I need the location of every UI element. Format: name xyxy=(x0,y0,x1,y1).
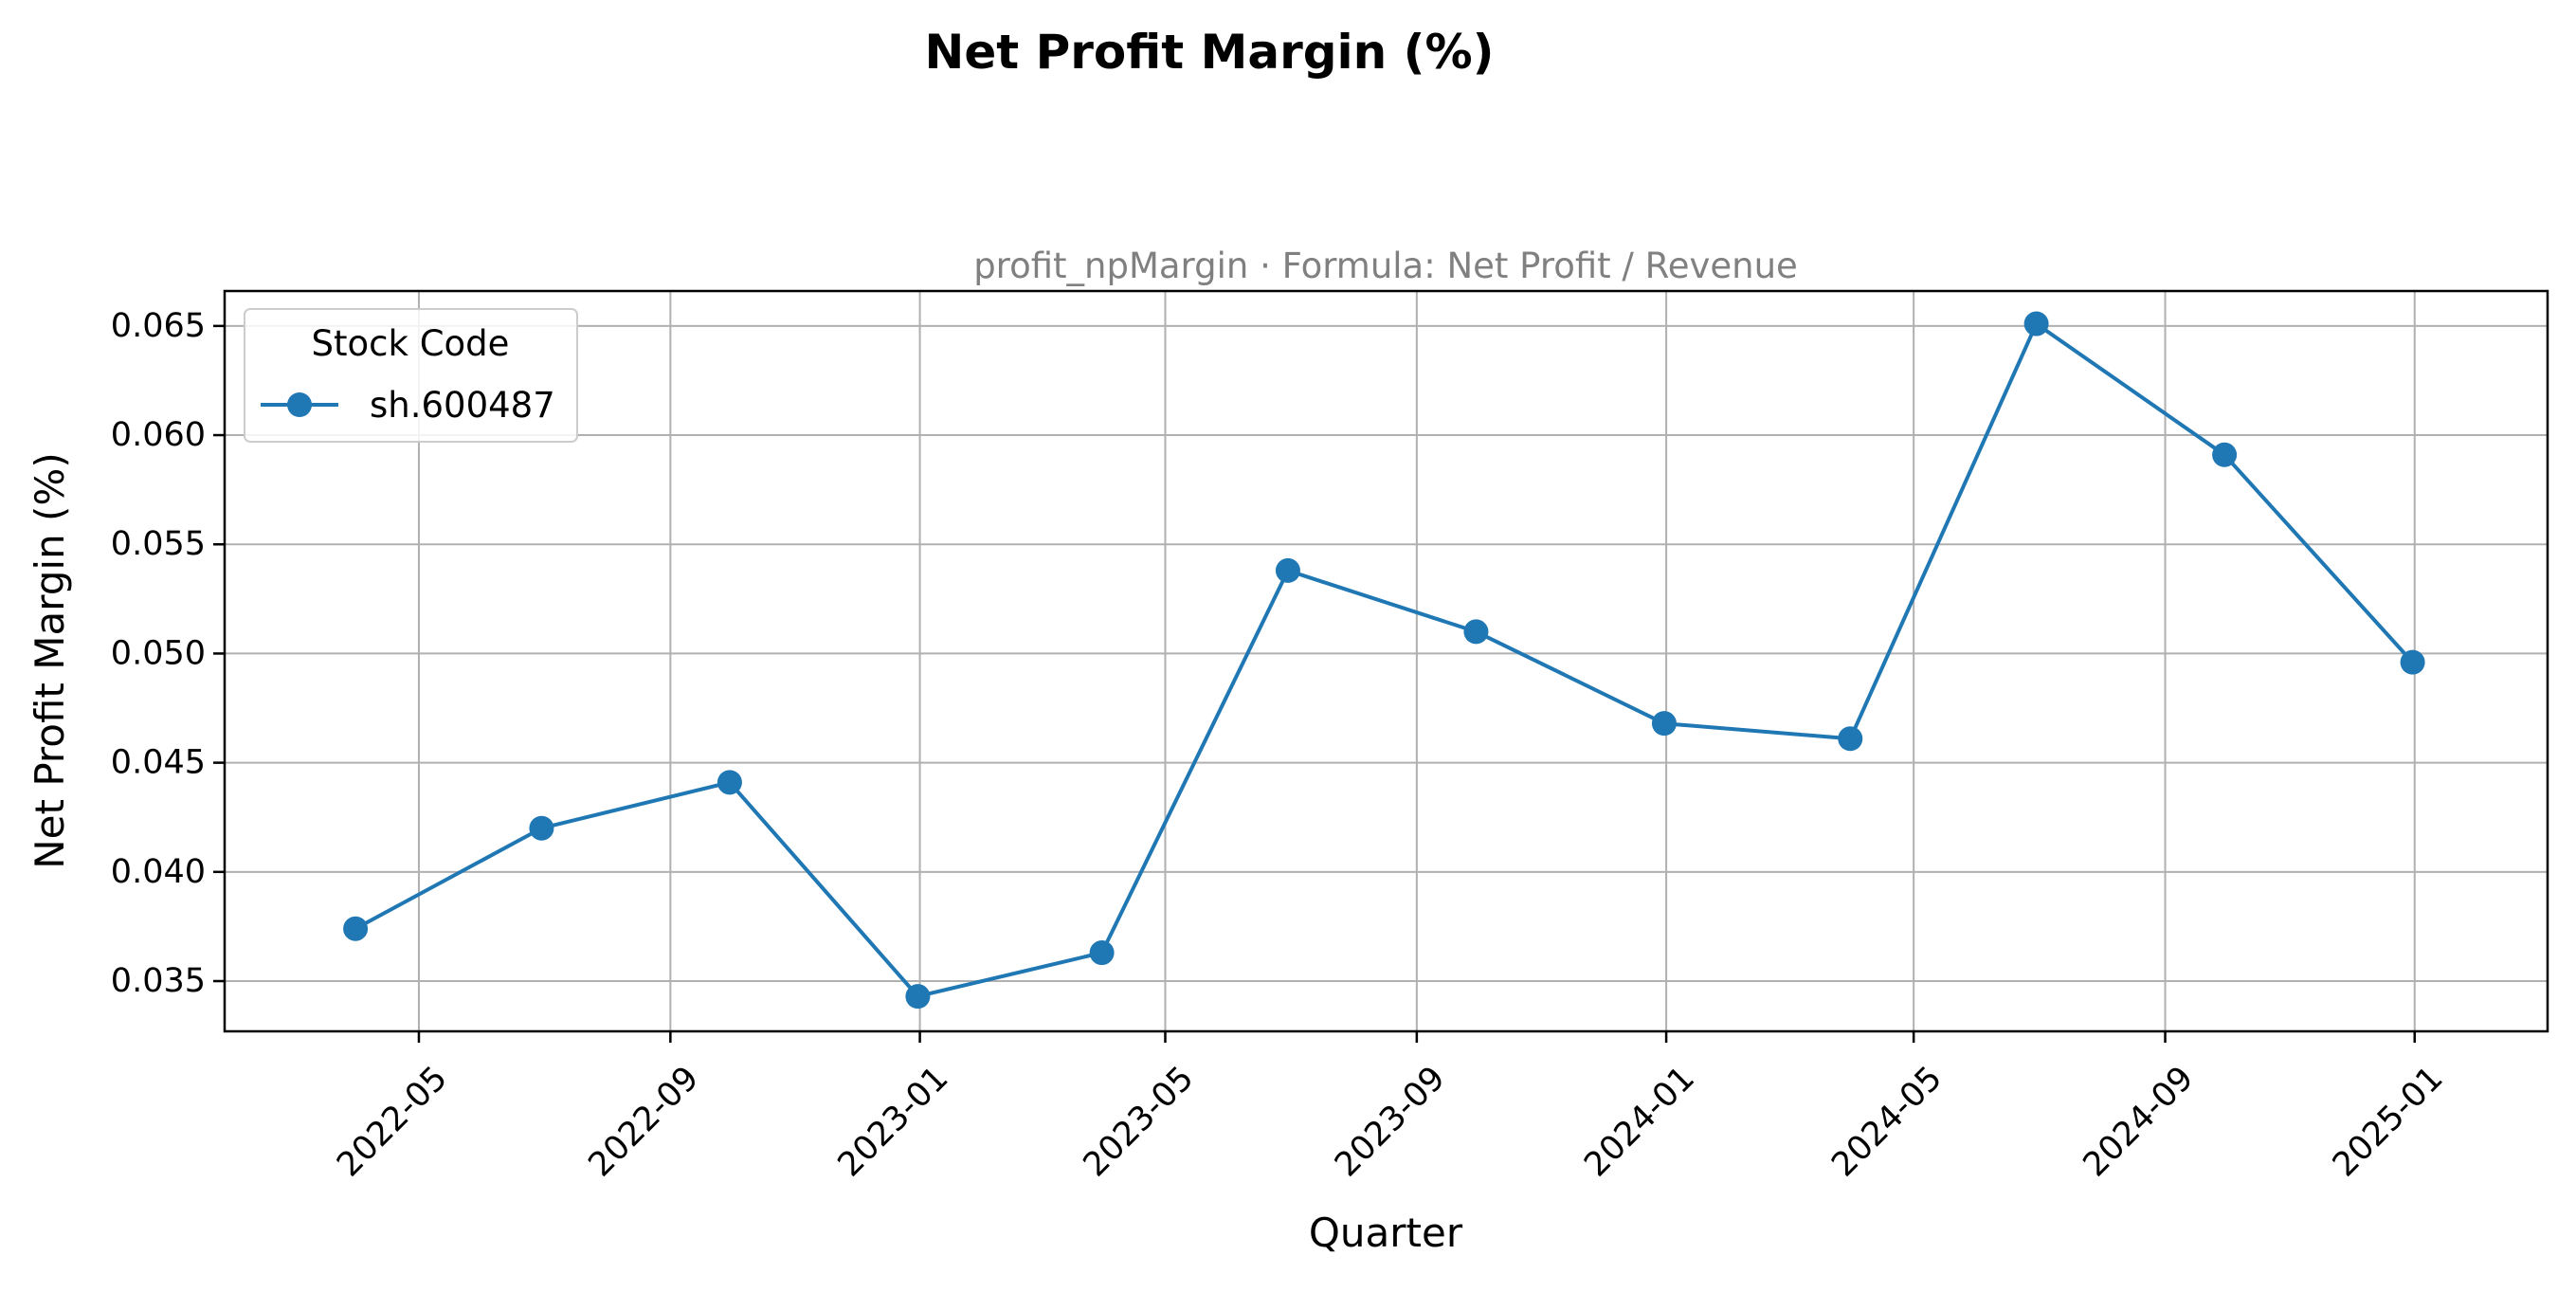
y-tick-label: 0.065 xyxy=(111,307,206,345)
data-point-0-5 xyxy=(1275,557,1300,583)
y-tick-label: 0.035 xyxy=(111,962,206,1000)
data-point-0-6 xyxy=(1463,619,1489,645)
data-point-0-8 xyxy=(1838,726,1863,752)
data-point-0-3 xyxy=(905,984,931,1010)
data-point-0-0 xyxy=(343,916,369,941)
x-tick-label: 2023-09 xyxy=(1328,1060,1453,1185)
y-axis-label: Net Profit Margin (%) xyxy=(27,452,73,868)
x-tick-label: 2024-09 xyxy=(2077,1060,2202,1185)
x-tick-label: 2023-01 xyxy=(831,1060,956,1185)
series-line-0 xyxy=(354,321,2415,999)
chart-title: Net Profit Margin (%) xyxy=(925,25,1495,80)
x-tick-label: 2024-05 xyxy=(1824,1060,1950,1185)
y-tick-label: 0.060 xyxy=(111,416,206,454)
plot-frame xyxy=(223,289,2549,1033)
y-tick-label: 0.050 xyxy=(111,634,206,672)
x-tick-label: 2023-05 xyxy=(1077,1060,1202,1185)
x-tick-label: 2022-09 xyxy=(582,1060,707,1185)
legend: Stock Code sh.600487 xyxy=(244,308,578,443)
data-point-0-2 xyxy=(717,770,742,795)
y-tick-label: 0.040 xyxy=(111,853,206,891)
x-axis-label: Quarter xyxy=(1309,1210,1463,1256)
data-point-0-1 xyxy=(529,815,554,841)
y-axis: 0.035 0.040 0.045 0.050 0.055 0.060 0.065 xyxy=(111,307,225,1000)
x-tick-label: 2024-01 xyxy=(1577,1060,1702,1185)
x-tick-label: 2022-05 xyxy=(330,1060,455,1185)
legend-label-sh600487: sh.600487 xyxy=(370,385,555,426)
data-point-0-7 xyxy=(1651,711,1677,737)
legend-title: Stock Code xyxy=(312,323,510,364)
legend-box xyxy=(244,308,578,443)
data-point-0-9 xyxy=(2023,311,2049,337)
data-point-0-10 xyxy=(2212,442,2238,467)
x-tick-label: 2025-01 xyxy=(2326,1060,2451,1185)
x-axis: 2022-05 2022-09 2023-01 2023-05 2023-09 2024-… xyxy=(330,1031,2451,1185)
chart-subtitle: profit_npMargin · Formula: Net Profit / … xyxy=(973,246,1798,286)
data-point-0-11 xyxy=(2400,649,2425,675)
series-layer xyxy=(343,311,2425,1010)
y-tick-label: 0.045 xyxy=(111,744,206,782)
grid xyxy=(225,291,2548,1031)
data-point-0-4 xyxy=(1089,940,1115,966)
y-tick-label: 0.055 xyxy=(111,525,206,563)
legend-marker-sh600487 xyxy=(287,392,312,417)
